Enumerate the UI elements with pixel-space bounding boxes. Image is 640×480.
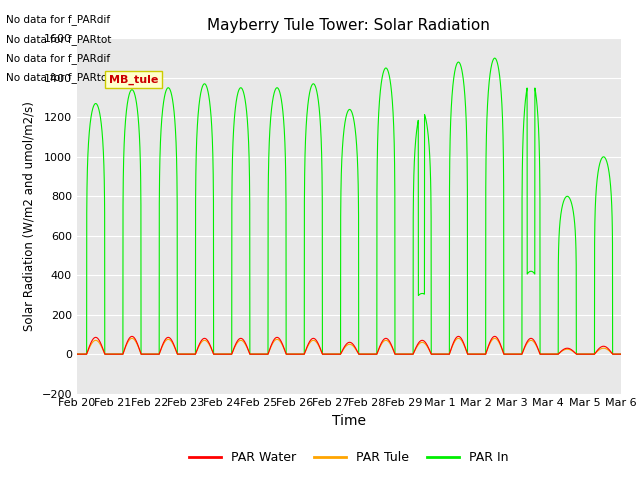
Text: No data for f_PARdif: No data for f_PARdif xyxy=(6,53,111,64)
Legend: PAR Water, PAR Tule, PAR In: PAR Water, PAR Tule, PAR In xyxy=(184,446,513,469)
Text: MB_tule: MB_tule xyxy=(109,74,158,84)
Text: No data for f_PARdif: No data for f_PARdif xyxy=(6,14,111,25)
X-axis label: Time: Time xyxy=(332,414,366,428)
Title: Mayberry Tule Tower: Solar Radiation: Mayberry Tule Tower: Solar Radiation xyxy=(207,18,490,33)
Text: No data for f_PARtot: No data for f_PARtot xyxy=(6,34,112,45)
Text: No data for f_PARtot: No data for f_PARtot xyxy=(6,72,112,83)
Y-axis label: Solar Radiation (W/m2 and umol/m2/s): Solar Radiation (W/m2 and umol/m2/s) xyxy=(23,101,36,331)
